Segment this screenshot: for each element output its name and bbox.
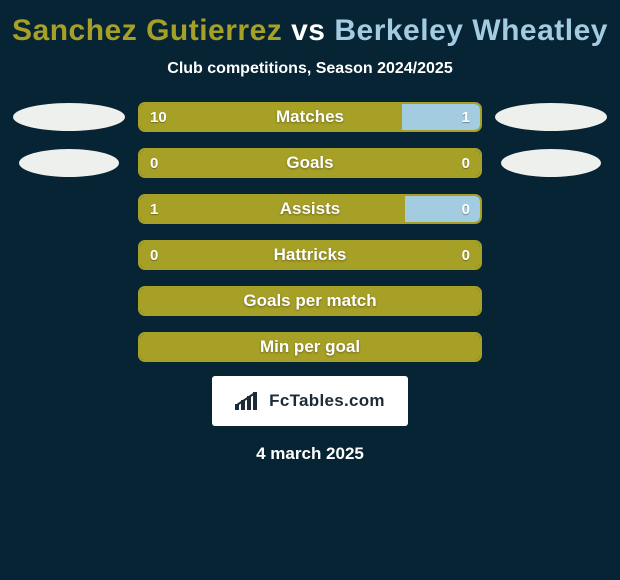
title-left: Sanchez Gutierrez	[12, 14, 282, 47]
stat-row: Goals per match	[0, 284, 620, 318]
stat-right-value: 1	[462, 109, 470, 126]
title-right: Berkeley Wheatley	[334, 14, 608, 47]
stats-container: 101Matches00Goals10Assists00HattricksGoa…	[0, 100, 620, 364]
stat-bar-left: 1	[140, 196, 405, 222]
stat-bar-right: 1	[402, 104, 480, 130]
stat-bar-left	[140, 334, 480, 360]
stat-row: 00Hattricks	[0, 238, 620, 272]
title-vs: vs	[291, 14, 334, 47]
club-crest-left	[13, 103, 125, 131]
stat-bar-left: 0	[140, 150, 480, 176]
date-label: 4 march 2025	[0, 426, 620, 464]
page-title: Sanchez Gutierrez vs Berkeley Wheatley	[0, 0, 620, 54]
stat-right-value: 0	[462, 242, 470, 268]
stat-bar: 101Matches	[138, 102, 482, 132]
stat-bar-left: 10	[140, 104, 402, 130]
fctables-icon	[235, 392, 263, 410]
stat-right-value: 0	[462, 150, 470, 176]
stat-row: 00Goals	[0, 146, 620, 180]
club-crest-right	[495, 103, 607, 131]
stat-bar: 00Hattricks	[138, 240, 482, 270]
crest-left-cell	[0, 149, 138, 177]
stat-row: 10Assists	[0, 192, 620, 226]
watermark-badge: FcTables.com	[212, 376, 408, 426]
stat-bar-left	[140, 288, 480, 314]
stat-bar-right: 0	[405, 196, 480, 222]
stat-left-value: 0	[150, 247, 158, 264]
crest-right-cell	[482, 103, 620, 131]
stat-left-value: 10	[150, 109, 167, 126]
stat-right-value: 0	[462, 201, 470, 218]
stat-bar: Min per goal	[138, 332, 482, 362]
club-crest-left	[19, 149, 119, 177]
stat-bar: Goals per match	[138, 286, 482, 316]
stat-bar-left: 0	[140, 242, 480, 268]
club-crest-right	[501, 149, 601, 177]
crest-left-cell	[0, 103, 138, 131]
stat-row: Min per goal	[0, 330, 620, 364]
crest-right-cell	[482, 149, 620, 177]
stat-row: 101Matches	[0, 100, 620, 134]
stat-bar: 10Assists	[138, 194, 482, 224]
stat-left-value: 1	[150, 201, 158, 218]
stat-left-value: 0	[150, 155, 158, 172]
stat-bar: 00Goals	[138, 148, 482, 178]
watermark-text: FcTables.com	[269, 391, 385, 411]
subtitle: Club competitions, Season 2024/2025	[0, 54, 620, 100]
